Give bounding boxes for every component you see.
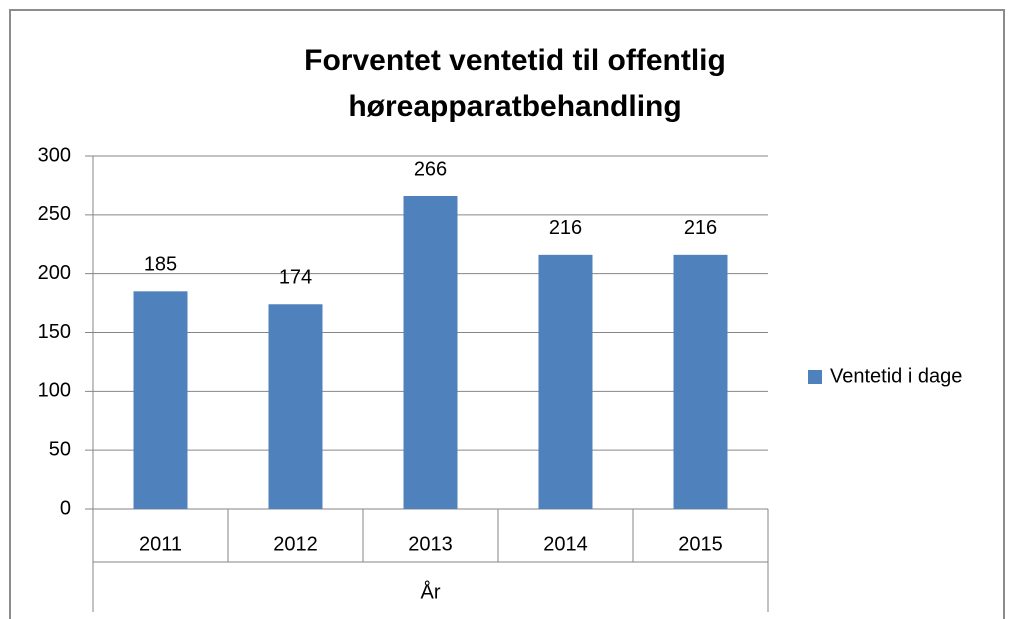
bar bbox=[133, 291, 188, 509]
data-label: 216 bbox=[684, 217, 717, 239]
chart-title: Forventet ventetid til offentlig høreapp… bbox=[304, 44, 726, 123]
data-label: 174 bbox=[279, 267, 312, 289]
x-tick-label: 2011 bbox=[139, 533, 182, 555]
bar bbox=[538, 254, 593, 509]
x-tick-label: 2015 bbox=[678, 533, 723, 555]
y-tick-label: 150 bbox=[38, 321, 71, 343]
y-tick-label: 200 bbox=[38, 262, 71, 284]
y-tick-label: 250 bbox=[38, 203, 71, 225]
legend-swatch bbox=[808, 370, 822, 384]
data-label: 216 bbox=[549, 217, 582, 239]
chart-frame bbox=[9, 9, 1005, 619]
y-tick-label: 100 bbox=[38, 380, 71, 402]
y-tick-label: 0 bbox=[60, 497, 71, 519]
bar bbox=[268, 304, 323, 509]
data-label: 185 bbox=[144, 254, 177, 276]
bar bbox=[403, 196, 458, 510]
y-tick-label: 50 bbox=[49, 438, 71, 460]
x-axis-label: År bbox=[421, 580, 441, 603]
y-tick-label: 300 bbox=[38, 144, 71, 166]
bar bbox=[673, 254, 728, 509]
legend-label: Ventetid i dage bbox=[830, 365, 962, 387]
x-tick-label: 2013 bbox=[408, 533, 453, 555]
data-label: 266 bbox=[414, 158, 447, 180]
x-tick-label: 2014 bbox=[543, 533, 588, 555]
x-tick-label: 2012 bbox=[273, 533, 318, 555]
